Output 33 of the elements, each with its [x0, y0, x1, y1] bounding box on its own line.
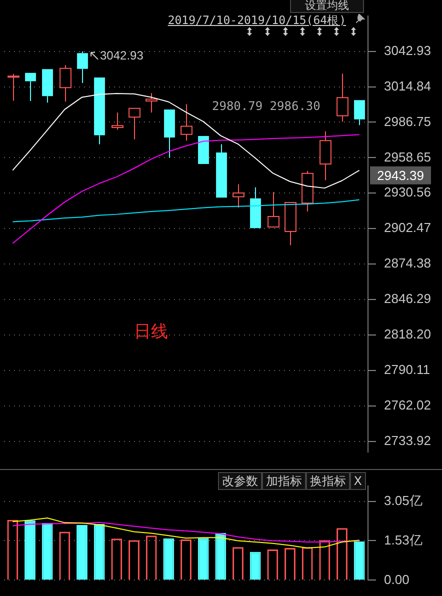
candlestick: [25, 72, 36, 102]
y-tick-label: 0.00: [384, 572, 410, 587]
candlestick: [354, 100, 365, 126]
y-tick-label: 2790.11: [384, 362, 430, 377]
y-tick-label: 2762.02: [384, 397, 431, 412]
annotation: 加指标: [262, 472, 306, 490]
y-tick-label: 2818.20: [384, 326, 431, 342]
y-tick-label: 2874.38: [384, 256, 431, 271]
y-tick-label: 1.53亿: [384, 532, 422, 548]
annotation: 2980.79 2986.30: [212, 99, 320, 113]
y-tick-label: 2902.47: [384, 220, 431, 236]
chart-subtitle: 2019/7/10-2019/10/15(64根): [168, 13, 346, 28]
y-tick-label: 2958.65: [384, 149, 431, 164]
y-tick-label: 2930.56: [384, 184, 431, 200]
chart-title: 设置均线: [290, 0, 364, 13]
y-tick-label: 2846.29: [384, 291, 431, 306]
candlestick: [164, 109, 175, 158]
y-tick-label: 3014.84: [384, 78, 431, 94]
text: 2943.39: [377, 168, 424, 184]
y-tick-label: 3.05亿: [384, 493, 422, 508]
annotation: 改参数: [218, 472, 262, 490]
candlestick: [94, 78, 105, 145]
y-tick-label: 2733.92: [384, 432, 431, 448]
y-tick-label: 3042.93: [384, 42, 431, 58]
candlestick: [216, 144, 227, 198]
candlestick: [42, 69, 53, 104]
annotation: 日线: [134, 321, 168, 343]
candlestick: [250, 186, 261, 228]
annotation: X: [350, 472, 366, 490]
annotation: 3042.93: [100, 48, 144, 63]
y-tick-label: 2986.75: [384, 114, 431, 129]
annotation: 换指标: [306, 472, 350, 490]
candlestick: [77, 50, 88, 84]
